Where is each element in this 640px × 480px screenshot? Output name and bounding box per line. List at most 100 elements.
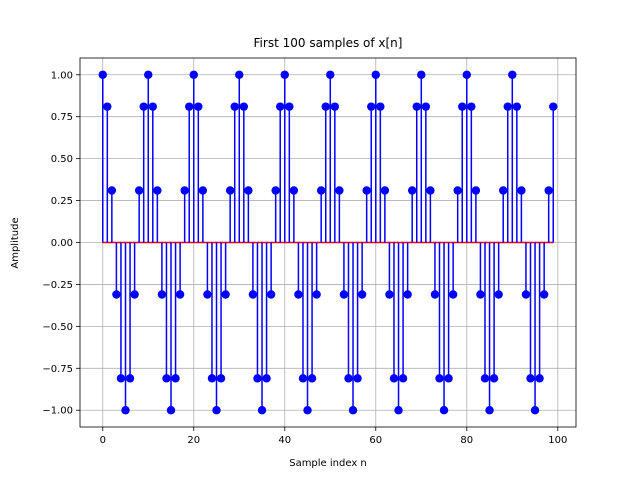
- stem-marker-83: [476, 290, 485, 299]
- chart-title: First 100 samples of x[n]: [254, 36, 403, 50]
- stem-marker-88: [498, 186, 508, 195]
- stem-marker-90: [508, 70, 517, 79]
- stem-marker-96: [535, 374, 544, 383]
- stem-marker-1: [103, 102, 112, 111]
- stem-marker-61: [376, 102, 385, 111]
- stem-marker-40: [280, 70, 289, 79]
- stem-marker-72: [426, 186, 435, 195]
- stem-marker-29: [230, 102, 239, 111]
- stem-marker-26: [216, 374, 226, 383]
- stem-marker-20: [189, 70, 198, 79]
- stem-marker-42: [289, 186, 299, 195]
- stem-marker-87: [494, 290, 503, 299]
- stem-marker-9: [139, 102, 148, 111]
- x-tick-label-0: 0: [100, 435, 106, 446]
- stem-marker-81: [467, 102, 476, 111]
- stem-marker-85: [485, 406, 494, 415]
- stem-marker-55: [348, 406, 358, 415]
- stem-marker-0: [98, 70, 107, 79]
- stem-marker-34: [253, 374, 262, 383]
- stem-marker-37: [266, 290, 276, 299]
- stem-marker-2: [107, 186, 117, 195]
- stem-marker-63: [385, 290, 394, 299]
- x-tick-label-5: 100: [548, 435, 567, 446]
- stem-marker-18: [180, 186, 189, 195]
- stem-marker-50: [326, 70, 335, 79]
- stem-marker-66: [398, 374, 408, 383]
- x-tick-label-2: 40: [278, 435, 291, 446]
- y-tick-label-0: −1.00: [42, 406, 73, 417]
- stem-marker-92: [517, 186, 526, 195]
- y-tick-label-5: 0.25: [51, 196, 73, 207]
- stem-marker-76: [444, 374, 453, 383]
- stem-marker-32: [244, 186, 253, 195]
- stem-marker-43: [294, 290, 303, 299]
- stem-marker-80: [462, 70, 471, 79]
- stem-marker-79: [458, 102, 467, 111]
- stem-marker-39: [276, 102, 285, 111]
- stem-marker-53: [339, 290, 349, 299]
- stem-marker-57: [357, 290, 367, 299]
- stem-marker-38: [271, 186, 280, 195]
- stem-marker-7: [130, 290, 139, 299]
- stem-marker-89: [503, 102, 512, 111]
- stem-marker-36: [262, 374, 271, 383]
- y-tick-label-4: 0.00: [51, 238, 73, 249]
- stem-marker-28: [225, 186, 235, 195]
- stem-marker-6: [125, 374, 135, 383]
- stem-marker-95: [530, 406, 540, 415]
- stem-marker-24: [207, 374, 217, 383]
- x-axis-label: Sample index n: [289, 458, 367, 469]
- stem-marker-11: [148, 102, 158, 111]
- stem-marker-71: [421, 102, 431, 111]
- stem-marker-59: [367, 102, 376, 111]
- stem-marker-68: [407, 186, 417, 195]
- y-tick-label-1: −0.75: [42, 364, 73, 375]
- stem-marker-15: [166, 406, 176, 415]
- stem-marker-51: [330, 102, 340, 111]
- stem-marker-3: [112, 290, 121, 299]
- stem-marker-41: [285, 102, 294, 111]
- y-tick-label-3: −0.25: [42, 280, 73, 291]
- stem-marker-49: [321, 102, 330, 111]
- stem-marker-62: [380, 186, 390, 195]
- stem-marker-93: [521, 290, 531, 299]
- stem-markers: [98, 70, 558, 415]
- stem-marker-94: [526, 374, 535, 383]
- stem-marker-54: [344, 374, 353, 383]
- stem-marker-5: [121, 406, 130, 415]
- stem-marker-77: [448, 290, 458, 299]
- stem-marker-27: [221, 290, 230, 299]
- stem-marker-31: [239, 102, 249, 111]
- stem-marker-70: [417, 70, 426, 79]
- stem-marker-16: [171, 374, 180, 383]
- y-tick-label-7: 0.75: [51, 112, 73, 123]
- x-axis-ticks: 0 20 40 60 80 100: [100, 427, 567, 446]
- stem-marker-75: [439, 406, 449, 415]
- stem-marker-58: [362, 186, 371, 195]
- y-tick-label-2: −0.50: [42, 322, 73, 333]
- stem-marker-22: [198, 186, 208, 195]
- stem-marker-12: [153, 186, 162, 195]
- stem-marker-30: [235, 70, 244, 79]
- y-tick-label-6: 0.50: [51, 154, 73, 165]
- stem-marker-17: [175, 290, 185, 299]
- stem-marker-8: [134, 186, 144, 195]
- stem-marker-35: [257, 406, 267, 415]
- stem-marker-84: [480, 374, 490, 383]
- stem-marker-45: [303, 406, 312, 415]
- stem-marker-46: [307, 374, 317, 383]
- stem-lines: [102, 74, 554, 411]
- stem-marker-65: [394, 406, 403, 415]
- y-axis-label: Amplitude: [10, 217, 21, 268]
- stem-marker-82: [471, 186, 481, 195]
- stem-marker-99: [549, 102, 558, 111]
- stem-marker-56: [353, 374, 362, 383]
- stem-marker-64: [389, 374, 399, 383]
- stem-marker-69: [412, 102, 421, 111]
- stem-marker-60: [371, 70, 380, 79]
- stem-marker-74: [435, 374, 444, 383]
- stem-marker-25: [212, 406, 221, 415]
- stem-marker-52: [335, 186, 344, 195]
- stem-marker-13: [157, 290, 167, 299]
